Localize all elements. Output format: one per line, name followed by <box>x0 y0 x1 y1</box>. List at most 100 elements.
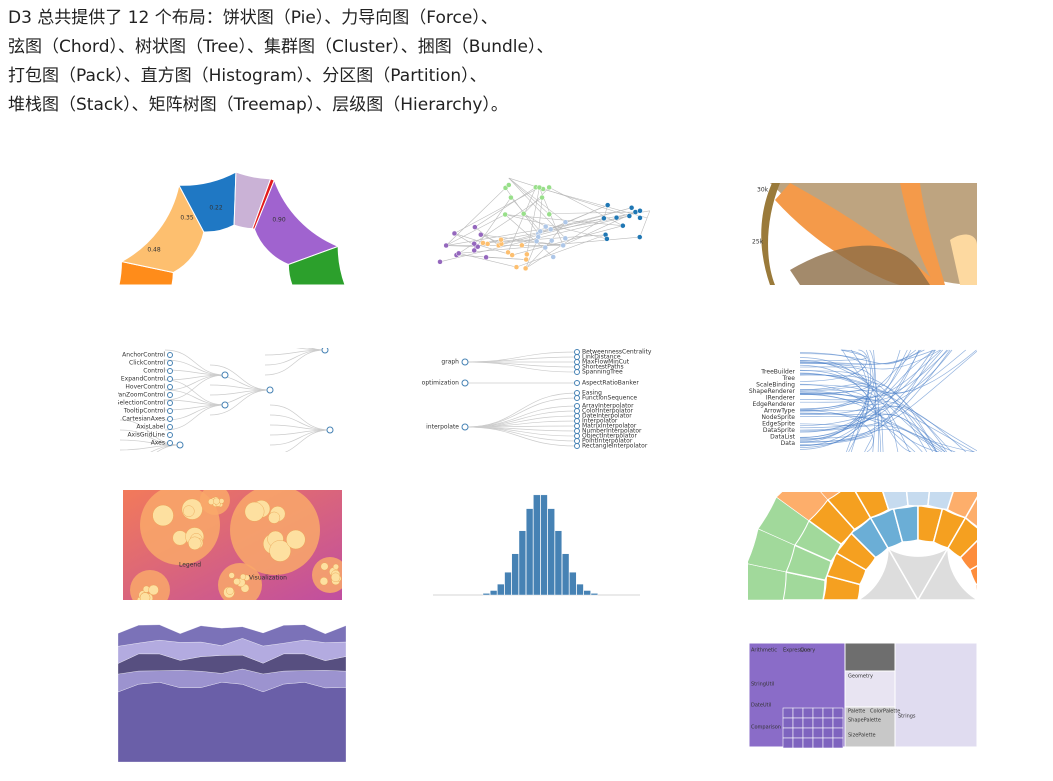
edge <box>501 207 632 245</box>
edge <box>505 187 539 234</box>
cluster-link <box>464 426 578 437</box>
edge <box>474 187 537 228</box>
histogram-bar <box>562 553 570 596</box>
node <box>480 240 486 246</box>
label: Arithmetic <box>751 648 777 654</box>
label: NumberInterpolator <box>582 428 642 435</box>
node <box>475 243 481 250</box>
partition-arc <box>986 448 1036 499</box>
tree-node <box>167 440 173 446</box>
treemap-cell <box>792 707 804 719</box>
edge <box>480 234 502 245</box>
tree-link <box>164 374 226 401</box>
label: ShapePalette <box>848 718 881 724</box>
intro-line: D3 总共提供了 12 个布局：饼状图（Pie）、力导向图（Force）、 <box>8 8 498 28</box>
label: PanZoomControl <box>115 392 165 399</box>
bundle-link <box>799 383 940 452</box>
label: CartesianAxes <box>122 416 165 423</box>
pack-group <box>312 557 342 593</box>
partition-thumbnail <box>748 448 1053 600</box>
edge <box>508 177 630 217</box>
cluster-node <box>574 364 580 370</box>
bundle-link <box>799 413 916 452</box>
pie-slice <box>287 245 346 285</box>
partition-arc <box>995 521 1041 562</box>
bundle-link <box>799 435 873 452</box>
cluster-node <box>574 390 580 396</box>
node <box>523 256 529 263</box>
bundle-link <box>799 349 951 427</box>
tree-node <box>176 441 184 449</box>
pack-leaf <box>244 501 265 522</box>
pack-leaf <box>148 584 159 596</box>
node <box>471 247 477 254</box>
node <box>483 254 489 261</box>
tree-link <box>209 364 271 391</box>
treemap-cell <box>812 737 824 749</box>
cluster-node <box>574 443 580 449</box>
partition-arc <box>946 492 977 519</box>
node <box>437 259 443 265</box>
node <box>550 254 556 260</box>
edge <box>563 211 636 246</box>
partition-arc <box>975 583 977 600</box>
pack-leaf <box>240 573 247 580</box>
label: Control <box>143 368 165 375</box>
edge <box>482 234 606 244</box>
treemap-cell <box>792 737 804 749</box>
pack-leaf <box>286 529 306 550</box>
cluster-node <box>574 349 580 355</box>
node <box>562 219 569 225</box>
partition-arc <box>820 492 840 501</box>
pack-leaf <box>330 572 341 582</box>
cluster-node <box>461 423 469 431</box>
tree-node <box>167 384 173 390</box>
bundle-link <box>799 349 921 431</box>
ribbon <box>900 183 945 285</box>
label: DateInterpolator <box>582 413 632 420</box>
node <box>546 211 553 218</box>
node <box>613 214 620 221</box>
bundle-link <box>799 349 925 365</box>
cluster-node <box>574 408 580 414</box>
tree-node <box>167 392 173 398</box>
arc <box>761 183 780 285</box>
node <box>628 205 635 211</box>
label: SelectionControl <box>116 400 166 407</box>
histogram-bar <box>554 530 563 596</box>
cluster-node <box>574 433 580 439</box>
label: Axes <box>151 440 165 447</box>
node <box>522 265 529 272</box>
partition-arc <box>1041 529 1053 572</box>
node <box>560 242 566 249</box>
label: DateUtil <box>751 703 771 709</box>
label: HoverControl <box>125 384 165 391</box>
bundle-link <box>799 349 870 448</box>
tree-link <box>264 349 326 376</box>
label: 0.35 <box>180 215 194 222</box>
pack-leaf <box>139 592 151 600</box>
partition-arc <box>1011 572 1053 600</box>
node <box>498 236 504 243</box>
pack-leaf <box>320 562 329 571</box>
node <box>539 194 545 201</box>
bundle-link <box>799 389 934 452</box>
cluster-node <box>574 438 580 444</box>
tree-link <box>310 348 326 351</box>
node <box>537 228 544 235</box>
label: Palette <box>848 709 865 715</box>
label: ExpandControl <box>121 376 165 383</box>
cluster-node <box>574 395 580 401</box>
pack-leaf <box>269 540 291 562</box>
label: ArrowType <box>764 408 795 415</box>
label: 25k <box>752 239 764 246</box>
node <box>620 222 626 229</box>
stream-layer <box>117 624 347 647</box>
treemap-cell <box>832 717 844 729</box>
tree-node <box>167 368 173 374</box>
treemap-cell <box>822 717 834 729</box>
node <box>455 250 462 257</box>
treemap-cell <box>782 737 794 749</box>
label: TreeBuilder <box>760 369 795 376</box>
